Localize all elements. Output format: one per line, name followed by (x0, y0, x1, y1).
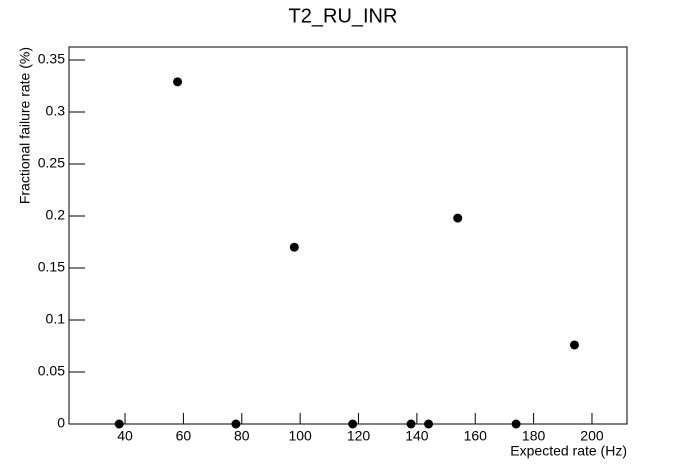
x-tick-label: 40 (117, 428, 133, 444)
chart-title: T2_RU_INR (289, 5, 398, 27)
x-tick-label: 200 (580, 428, 604, 444)
point (348, 419, 358, 429)
x-axis-label: Expected rate (Hz) (510, 443, 627, 459)
point (424, 419, 434, 429)
y-tick-label: 0.1 (46, 311, 66, 327)
point (453, 213, 463, 223)
y-tick-label: 0.35 (38, 51, 65, 67)
y-tick-label: 0.25 (38, 155, 65, 171)
point (569, 340, 579, 350)
y-axis-label: Fractional failure rate (%) (17, 47, 33, 204)
x-tick-label: 100 (288, 428, 312, 444)
point (511, 419, 521, 429)
point (173, 77, 183, 87)
point (406, 419, 416, 429)
point (114, 419, 124, 429)
y-tick-label: 0.2 (46, 207, 66, 223)
x-tick-label: 120 (347, 428, 371, 444)
point (289, 242, 299, 252)
y-tick-label: 0.3 (46, 103, 66, 119)
y-tick-label: 0 (57, 415, 65, 431)
x-tick-label: 180 (522, 428, 546, 444)
x-tick-label: 60 (176, 428, 192, 444)
plot-frame (68, 46, 628, 425)
y-tick-label: 0.15 (38, 259, 65, 275)
point (231, 419, 241, 429)
x-tick-label: 80 (234, 428, 250, 444)
y-tick-label: 0.05 (38, 363, 65, 379)
x-tick-label: 160 (464, 428, 488, 444)
x-tick-label: 140 (405, 428, 429, 444)
